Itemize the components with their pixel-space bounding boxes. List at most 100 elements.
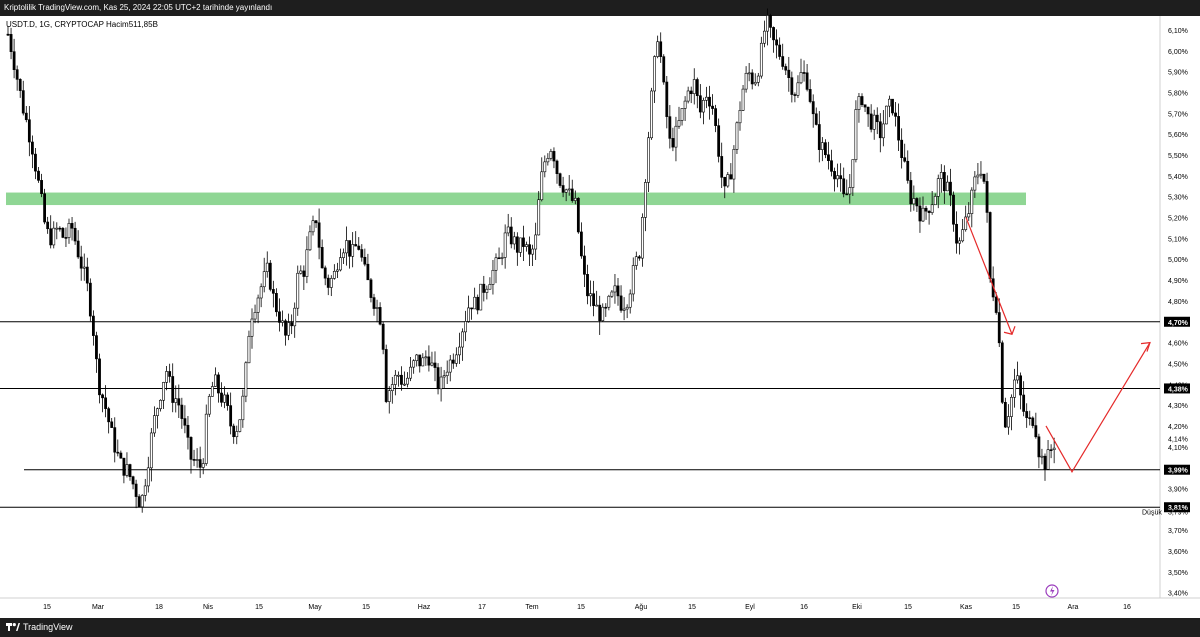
candle-body	[686, 90, 690, 102]
candle-body	[1037, 436, 1041, 458]
price-tick-label: 3,50%	[1168, 570, 1188, 577]
price-tick-label: 5,60%	[1168, 132, 1188, 139]
candle-body	[955, 223, 958, 244]
candle-body	[738, 110, 742, 124]
candle-body	[644, 182, 647, 218]
level-tag-label: 3,81%	[1168, 505, 1189, 512]
candle-body	[61, 228, 65, 238]
candle-body	[869, 113, 873, 130]
candle-body	[473, 296, 477, 310]
candle-body	[766, 15, 769, 32]
candle-body	[680, 108, 684, 121]
candle-body	[366, 263, 370, 281]
candle-body	[40, 180, 43, 194]
candle-body	[897, 116, 901, 141]
candle-body	[488, 284, 492, 290]
candle-body	[668, 116, 672, 139]
candle-body	[753, 82, 757, 85]
candle-body	[711, 105, 714, 109]
candle-body	[528, 244, 531, 255]
candle-body	[421, 357, 425, 367]
candle-body	[625, 306, 629, 310]
support-zone[interactable]	[6, 192, 1026, 206]
candle-body	[598, 304, 602, 321]
level-tag-label: 3,99%	[1168, 468, 1189, 475]
candle-body	[195, 459, 199, 461]
candle-body	[759, 42, 763, 77]
candle-body	[250, 318, 254, 337]
projection-arrow-head	[1140, 341, 1151, 352]
candle-body	[467, 307, 470, 322]
candle-body	[701, 100, 705, 113]
time-tick-label: 18	[155, 604, 163, 611]
candle-body	[64, 237, 68, 239]
candle-body	[424, 356, 428, 359]
candle-body	[256, 297, 260, 313]
candle-body	[177, 398, 181, 406]
candle-body	[689, 90, 693, 95]
candle-body	[1049, 449, 1053, 451]
candle-body	[479, 283, 483, 311]
candle-body	[884, 105, 888, 125]
footer-brand: TradingView	[23, 622, 73, 632]
candle-body	[515, 236, 519, 253]
candle-body	[936, 178, 940, 197]
candle-body	[265, 262, 269, 272]
price-tick-label: 5,10%	[1168, 236, 1188, 243]
candle-body	[784, 66, 788, 71]
candle-body	[210, 386, 214, 397]
candle-body	[640, 217, 644, 259]
tradingview-logo-icon	[6, 619, 20, 637]
lightning-icon[interactable]	[1045, 584, 1059, 598]
level-tags: 4,70% 4,38% 3,99% 3,81% 4,14% Düşük 3,79%	[1142, 316, 1190, 516]
candle-body	[448, 359, 452, 373]
candle-body	[945, 181, 949, 192]
candle-body	[485, 288, 489, 293]
candle-body	[790, 77, 794, 95]
candle-body	[274, 293, 278, 313]
candle-body	[171, 376, 175, 403]
candle-body	[909, 180, 913, 205]
candle-body	[671, 138, 675, 148]
candle-body	[616, 285, 620, 297]
candle-body	[988, 212, 992, 280]
candle-body	[220, 392, 223, 403]
candle-body	[769, 15, 772, 28]
candle-body	[610, 291, 614, 297]
candle-body	[802, 72, 806, 74]
time-tick-label: 15	[904, 604, 912, 611]
candle-body	[1046, 449, 1050, 470]
candle-body	[570, 188, 574, 201]
candle-body	[601, 306, 605, 321]
candle-body	[436, 367, 440, 390]
candle-body	[308, 231, 312, 251]
candle-body	[1003, 402, 1007, 428]
candle-body	[915, 198, 919, 207]
candle-body	[525, 244, 528, 247]
candle-body	[796, 82, 800, 96]
candle-body	[997, 312, 1001, 344]
candle-body	[540, 171, 544, 201]
candle-body	[811, 101, 815, 115]
candle-body	[866, 106, 870, 115]
candle-body	[49, 228, 53, 246]
candle-body	[543, 161, 547, 173]
time-tick-label: Mar	[92, 604, 105, 611]
candle-body	[820, 142, 824, 150]
candle-body	[509, 226, 513, 245]
candle-body	[314, 220, 318, 224]
candle-body	[302, 270, 306, 277]
candle-body	[345, 240, 348, 254]
publish-header: Kriptolilik TradingView.com, Kas 25, 202…	[0, 0, 1200, 16]
candle-body	[875, 114, 879, 123]
price-tick-label: 3,60%	[1168, 549, 1188, 556]
candle-body	[79, 256, 83, 269]
candle-body	[830, 160, 833, 172]
time-axis[interactable]: 15 Mar 18 Nis 15 May 15 Haz 17 Tem 15 Ağu 15 Eyl 16 Eki…	[43, 604, 1131, 611]
price-tick-label: 6,10%	[1168, 28, 1188, 35]
candle-body	[506, 226, 510, 234]
candle-body	[659, 41, 663, 57]
candle-body	[235, 431, 239, 438]
candle-body	[918, 205, 922, 222]
